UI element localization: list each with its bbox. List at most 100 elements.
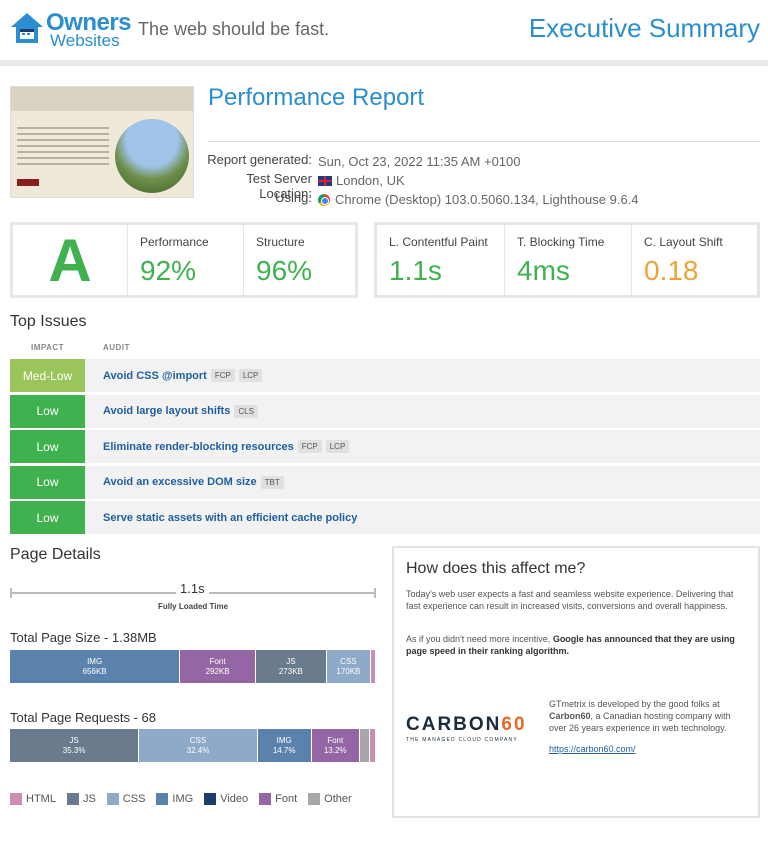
bar-segment: IMG 14.7% <box>257 729 312 762</box>
audit-title[interactable]: Avoid an excessive DOM size <box>103 476 257 488</box>
issue-row[interactable]: Med-Low Avoid CSS @import FCP LCP <box>10 359 760 392</box>
impact-badge: Low <box>10 501 85 534</box>
meta-key: Report generated: <box>207 152 312 167</box>
tbt-metric: T. Blocking Time 4ms <box>504 225 631 295</box>
grade-letter: A <box>13 225 128 295</box>
legend-swatch <box>308 793 321 805</box>
logo-line2: Websites <box>50 31 120 50</box>
p3-pre: GTmetrix is developed by the good folks … <box>549 699 720 709</box>
segment-label: Font <box>209 656 226 666</box>
structure-value: 96% <box>256 255 313 286</box>
bar-segment <box>370 650 376 683</box>
page-requests-bar: JS 35.3% CSS 32.4% IMG 14.7% Font 13.2% <box>10 729 376 762</box>
page-requests-title: Total Page Requests - 68 <box>10 710 156 725</box>
col-audit: AUDIT <box>103 343 130 352</box>
segment-label: Font <box>327 735 344 745</box>
bar-segment <box>359 729 371 762</box>
issue-row[interactable]: Low Eliminate render-blocking resources FC… <box>10 430 760 463</box>
audit-title[interactable]: Avoid CSS @import <box>103 369 207 382</box>
divider <box>208 141 760 142</box>
report-title: Performance Report <box>208 84 425 111</box>
meta-row-location: Test Server Location: London, UK <box>200 171 639 201</box>
bar-segment: CSS 170KB <box>326 650 371 683</box>
impact-badge: Low <box>10 430 85 463</box>
legend-item: CSS <box>106 793 145 805</box>
legend-label: Other <box>324 793 352 805</box>
issue-row[interactable]: Low Avoid an excessive DOM size TBT <box>10 465 760 499</box>
header-bar: Owners Websites The web should be fast. … <box>0 0 768 66</box>
metric-tag: TBT <box>260 475 284 489</box>
house-icon <box>11 13 43 43</box>
carbon-word: CARBON <box>406 714 502 735</box>
tbt-value: 4ms <box>517 255 570 286</box>
metric-tag: CLS <box>234 404 258 418</box>
carbon60-logo[interactable]: CARBON60 THE MANAGED CLOUD COMPANY <box>406 714 527 743</box>
report-meta: Report generated: Sun, Oct 23, 2022 11:3… <box>200 152 639 209</box>
affect-title: How does this affect me? <box>406 560 586 577</box>
legend-swatch <box>259 793 272 805</box>
logo-line1: Owners <box>46 9 132 36</box>
segment-value: 32.4% <box>186 745 210 755</box>
affect-paragraph-3: GTmetrix is developed by the good folks … <box>549 698 749 734</box>
segment-value: 35.3% <box>62 745 86 755</box>
meta-value: London, UK <box>336 173 405 188</box>
carbon60-link[interactable]: https://carbon60.com/ <box>549 744 636 754</box>
segment-label: JS <box>69 735 79 745</box>
audit-cell: Eliminate render-blocking resources FCP LC… <box>103 430 350 463</box>
segment-label: CSS <box>340 656 357 666</box>
resource-type-legend: HTML JS CSS IMG Video Font Other <box>10 791 380 807</box>
affect-paragraph-1: Today's web user expects a fast and seam… <box>406 589 734 611</box>
impact-badge: Low <box>10 394 85 428</box>
meta-value-wrap: London, UK <box>318 171 405 190</box>
audit-title[interactable]: Eliminate render-blocking resources <box>103 440 294 453</box>
meta-row-generated: Report generated: Sun, Oct 23, 2022 11:3… <box>200 152 639 171</box>
segment-value: 273KB <box>278 666 303 676</box>
affect-panel: How does this affect me? Today's web use… <box>392 546 760 818</box>
cls-label: C. Layout Shift <box>644 235 723 249</box>
audit-title[interactable]: Serve static assets with an efficient ca… <box>103 511 358 524</box>
bar-segment: Font 13.2% <box>311 729 360 762</box>
legend-swatch <box>10 793 22 805</box>
meta-value-wrap: Chrome (Desktop) 103.0.5060.134, Lightho… <box>318 190 639 209</box>
p3-bold: Carbon60 <box>549 711 591 721</box>
segment-value: 170KB <box>336 666 361 676</box>
lcp-label: L. Contentful Paint <box>389 235 488 249</box>
bar-segment: JS 35.3% <box>10 729 140 762</box>
issue-row[interactable]: Low Serve static assets with an efficient… <box>10 501 760 534</box>
meta-value: Chrome (Desktop) 103.0.5060.134, Lightho… <box>335 192 639 207</box>
cls-value: 0.18 <box>644 255 699 286</box>
issues-table-header: IMPACT AUDIT <box>10 340 760 358</box>
page-size-title: Total Page Size - 1.38MB <box>10 630 157 645</box>
legend-label: Video <box>220 793 249 805</box>
lcp-metric: L. Contentful Paint 1.1s <box>377 225 504 295</box>
audit-title[interactable]: Avoid large layout shifts <box>103 405 231 417</box>
legend-swatch <box>204 793 217 805</box>
legend-swatch <box>106 793 119 805</box>
affect-p2-bold: Google has announced that they are using… <box>406 634 735 656</box>
owners-websites-logo[interactable]: Owners Websites <box>10 9 132 50</box>
lcp-value: 1.1s <box>389 255 442 286</box>
segment-value: 292KB <box>205 666 230 676</box>
cls-metric: C. Layout Shift 0.18 <box>631 225 757 295</box>
meta-key: Test Server Location: <box>246 171 312 201</box>
segment-label: IMG <box>87 656 103 666</box>
audit-cell: Avoid CSS @import FCP LCP <box>103 359 263 392</box>
legend-item: HTML <box>10 793 56 805</box>
legend-item: Font <box>259 793 297 805</box>
legend-label: IMG <box>172 793 194 805</box>
segment-value: 14.7% <box>272 745 296 755</box>
impact-badge: Med-Low <box>10 359 85 392</box>
segment-value: 656KB <box>82 666 107 676</box>
metric-tag: FCP <box>297 440 322 453</box>
meta-key: Using: <box>275 190 312 205</box>
bar-segment: JS 273KB <box>255 650 327 683</box>
uk-flag-icon <box>318 175 332 186</box>
legend-label: JS <box>82 793 96 805</box>
structure-label: Structure <box>256 235 305 249</box>
bar-segment <box>370 729 376 762</box>
legend-label: HTML <box>26 793 56 805</box>
issue-row[interactable]: Low Avoid large layout shifts CLS <box>10 394 760 428</box>
page-details-title: Page Details <box>10 546 101 563</box>
top-issues-title: Top Issues <box>10 313 87 330</box>
legend-label: Font <box>275 793 298 805</box>
